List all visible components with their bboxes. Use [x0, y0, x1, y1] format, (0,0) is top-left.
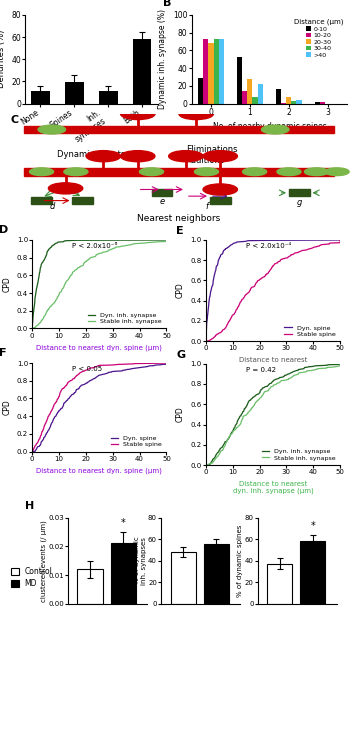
- Bar: [315, 102, 320, 104]
- Circle shape: [48, 183, 83, 194]
- Bar: [24, 169, 334, 176]
- Circle shape: [179, 109, 213, 119]
- Bar: [31, 92, 50, 104]
- Text: C: C: [11, 115, 19, 125]
- Circle shape: [86, 151, 121, 162]
- Bar: [198, 78, 203, 104]
- X-axis label: Dynamic events: Dynamic events: [57, 149, 125, 158]
- Y-axis label: Dendrites (%): Dendrites (%): [0, 30, 6, 88]
- Y-axis label: CPD: CPD: [2, 399, 11, 416]
- Y-axis label: % of dynamic spines: % of dynamic spines: [237, 524, 243, 597]
- Bar: [247, 79, 252, 104]
- Bar: [72, 197, 93, 204]
- Bar: [133, 39, 151, 104]
- Bar: [170, 552, 196, 604]
- X-axis label: Distance to nearest
dyn. inh. synapse (μm): Distance to nearest dyn. inh. synapse (μ…: [233, 481, 313, 494]
- Bar: [210, 197, 231, 204]
- Text: B: B: [164, 0, 172, 8]
- Circle shape: [121, 151, 155, 162]
- Bar: [203, 39, 208, 104]
- Bar: [267, 564, 292, 604]
- Legend: Dyn. spine, Stable spine: Dyn. spine, Stable spine: [283, 324, 337, 338]
- Legend: Dyn. spine, Stable spine: Dyn. spine, Stable spine: [110, 434, 163, 448]
- Circle shape: [121, 109, 155, 119]
- Y-axis label: clustered events (/ μm): clustered events (/ μm): [40, 520, 47, 602]
- Text: E: E: [176, 226, 184, 236]
- Text: P < 2.0x10⁻⁶: P < 2.0x10⁻⁶: [72, 243, 118, 249]
- Y-axis label: % of dynamic
inh. synapses: % of dynamic inh. synapses: [134, 537, 146, 584]
- Legend: 0-10, 10-20, 20-30, 30-40, >40: 0-10, 10-20, 20-30, 30-40, >40: [294, 18, 344, 58]
- Text: Nearest neighbors: Nearest neighbors: [137, 214, 221, 223]
- Circle shape: [304, 168, 329, 176]
- X-axis label: No. of nearby dynamic spines: No. of nearby dynamic spines: [213, 122, 326, 131]
- Bar: [151, 190, 172, 196]
- Bar: [242, 91, 247, 104]
- Circle shape: [140, 168, 164, 176]
- Bar: [204, 544, 229, 604]
- Y-axis label: CPD: CPD: [2, 276, 11, 292]
- Legend: Dyn. inh. synapse, Stable inh. synapse: Dyn. inh. synapse, Stable inh. synapse: [260, 448, 337, 462]
- Circle shape: [194, 168, 218, 176]
- Bar: [289, 190, 310, 196]
- Bar: [276, 89, 281, 104]
- Legend: Control, MD: Control, MD: [11, 567, 53, 588]
- X-axis label: Distance to nearest
dyn. inh. synapse (μm): Distance to nearest dyn. inh. synapse (μ…: [233, 357, 313, 370]
- Bar: [237, 56, 242, 104]
- Circle shape: [243, 168, 267, 176]
- Circle shape: [203, 184, 237, 195]
- Circle shape: [203, 151, 237, 162]
- Text: P < 0.05: P < 0.05: [72, 366, 103, 372]
- Bar: [291, 100, 296, 104]
- Text: e: e: [159, 197, 164, 206]
- Text: G: G: [176, 350, 185, 360]
- Bar: [24, 126, 334, 133]
- Text: *: *: [121, 518, 126, 529]
- Circle shape: [64, 168, 88, 176]
- Bar: [219, 39, 224, 104]
- Bar: [31, 197, 52, 204]
- Text: f: f: [205, 202, 208, 211]
- Bar: [296, 100, 301, 104]
- Y-axis label: CPD: CPD: [176, 283, 185, 298]
- Text: Eliminations: Eliminations: [186, 145, 237, 154]
- Circle shape: [325, 168, 349, 176]
- Text: D: D: [0, 225, 8, 235]
- Legend: Dyn. inh. synapse, Stable inh. synapse: Dyn. inh. synapse, Stable inh. synapse: [87, 311, 163, 326]
- Circle shape: [277, 168, 301, 176]
- Text: P = 0.42: P = 0.42: [246, 367, 276, 373]
- X-axis label: Distance to nearest dyn. spine (μm): Distance to nearest dyn. spine (μm): [37, 344, 162, 351]
- Bar: [65, 82, 84, 104]
- Bar: [213, 39, 219, 104]
- Bar: [99, 92, 117, 104]
- Bar: [257, 84, 262, 104]
- Circle shape: [29, 168, 54, 176]
- Text: d: d: [49, 202, 54, 211]
- Text: F: F: [0, 348, 6, 358]
- Text: H: H: [25, 501, 34, 511]
- Bar: [320, 102, 325, 104]
- Bar: [111, 543, 136, 604]
- Text: *: *: [310, 521, 315, 531]
- Bar: [281, 103, 286, 104]
- Circle shape: [169, 151, 203, 162]
- Bar: [77, 569, 103, 604]
- Text: P < 2.0x10⁻⁴: P < 2.0x10⁻⁴: [246, 243, 291, 249]
- Text: Additions: Additions: [186, 156, 225, 165]
- Bar: [208, 44, 213, 104]
- Text: g: g: [296, 198, 302, 207]
- X-axis label: Distance to nearest dyn. spine (μm): Distance to nearest dyn. spine (μm): [37, 467, 162, 474]
- Y-axis label: CPD: CPD: [176, 406, 185, 422]
- Bar: [252, 98, 257, 104]
- Bar: [286, 98, 291, 104]
- Circle shape: [261, 125, 289, 134]
- Bar: [300, 542, 325, 604]
- Y-axis label: Dynamic inh. synapse (%): Dynamic inh. synapse (%): [158, 9, 167, 109]
- Circle shape: [38, 125, 66, 134]
